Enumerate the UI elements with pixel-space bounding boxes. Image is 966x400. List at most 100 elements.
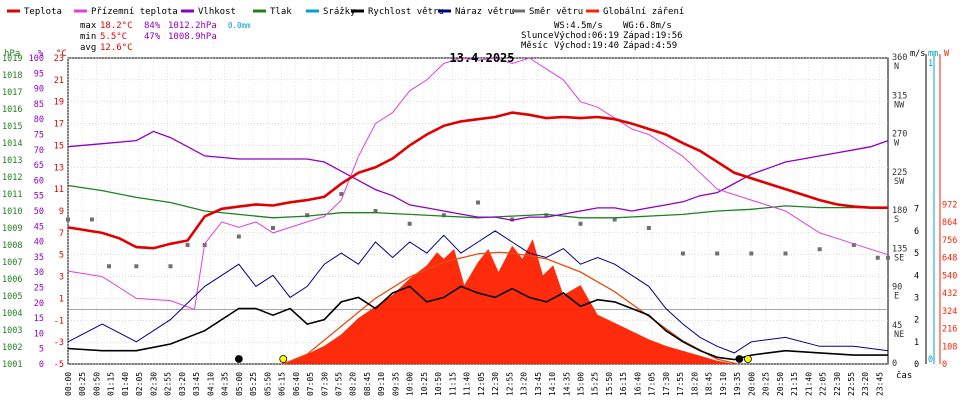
- wind-direction-point: [373, 209, 378, 213]
- wind-direction-point: [107, 264, 111, 269]
- chart-title: 13.4.2025: [449, 51, 514, 65]
- ms-tick-label: 5: [914, 249, 919, 259]
- legend-item-label: Srážky: [323, 7, 356, 17]
- moon-rise-info: Východ:19:40: [554, 41, 619, 51]
- wind-direction-point: [185, 243, 190, 247]
- time-tick-label: 12:30: [491, 372, 500, 396]
- time-tick-label: 14:10: [548, 372, 557, 396]
- hpa-tick-label: 1015: [2, 122, 22, 132]
- percent-tick-label: 25: [34, 284, 44, 294]
- stat-value: 84%: [144, 21, 161, 31]
- time-tick-label: 22:05: [819, 372, 828, 396]
- time-tick-label: 10:00: [406, 372, 415, 396]
- direction-tick-label: 180: [892, 206, 907, 216]
- hpa-tick-label: 1009: [2, 224, 22, 234]
- pressure-line: [67, 184, 888, 219]
- percent-tick-label: 95: [34, 69, 44, 79]
- celsius-tick-label: 13: [54, 163, 64, 173]
- celsius-tick-label: 11: [54, 185, 64, 195]
- legend-item-label: Tlak: [270, 7, 292, 17]
- hpa-tick-label: 1016: [2, 105, 22, 115]
- celsius-tick-label: 3: [59, 273, 64, 283]
- time-tick-label: 12:55: [505, 372, 514, 396]
- stat-value: 12.6°C: [100, 43, 133, 53]
- time-tick-label: 06:40: [292, 372, 301, 396]
- time-tick-label: 07:55: [334, 372, 343, 396]
- celsius-tick-label: 15: [54, 141, 64, 151]
- hpa-tick-label: 1011: [2, 190, 22, 200]
- wind-direction-point: [544, 213, 549, 218]
- hpa-tick-label: 1001: [2, 360, 22, 370]
- wind-direction-point: [236, 234, 241, 239]
- direction-compass-label: SW: [894, 177, 905, 187]
- wind-direction-point: [339, 192, 344, 196]
- direction-compass-label: S: [894, 215, 899, 225]
- sun-set-info: Západ:19:56: [623, 31, 683, 41]
- direction-compass-label: NW: [894, 100, 905, 110]
- time-tick-label: 13:20: [520, 372, 529, 396]
- ms-tick-label: 3: [914, 293, 919, 303]
- hpa-tick-label: 1013: [2, 156, 22, 166]
- percent-tick-label: 15: [34, 314, 44, 324]
- wind-direction-point: [441, 213, 446, 218]
- hpa-tick-label: 1008: [2, 241, 22, 251]
- percent-tick-label: 20: [34, 299, 44, 309]
- time-tick-label: 02:05: [135, 372, 144, 396]
- watt-tick-label: 324: [942, 307, 957, 317]
- time-tick-label: 11:15: [448, 372, 457, 396]
- hpa-tick-label: 1004: [2, 309, 22, 319]
- time-tick-label: 22:55: [847, 372, 856, 396]
- stat-value: min: [80, 32, 96, 42]
- time-tick-label: 17:55: [676, 372, 685, 396]
- ms-tick-label: 1: [914, 338, 919, 348]
- percent-tick-label: 85: [34, 100, 44, 110]
- time-tick-label: 02:30: [149, 372, 158, 396]
- sun-info-label: Slunce: [521, 31, 554, 41]
- time-tick-label: 20:25: [762, 372, 771, 396]
- hpa-tick-label: 1005: [2, 292, 22, 302]
- humidity-line: [67, 130, 889, 221]
- time-tick-label: 19:35: [733, 372, 742, 396]
- time-tick-label: 20:00: [747, 372, 756, 396]
- celsius-tick-label: -3: [54, 338, 64, 348]
- time-tick-label: 17:30: [662, 372, 671, 396]
- time-tick-label: 19:10: [719, 372, 728, 396]
- wind-direction-point: [271, 226, 275, 230]
- time-tick-label: 16:15: [619, 372, 628, 396]
- celsius-tick-label: 7: [59, 229, 64, 239]
- wind-direction-point: [715, 251, 720, 256]
- wind-speed-info: WS:4.5m/s: [554, 21, 603, 31]
- celsius-tick-label: 21: [54, 76, 64, 86]
- wind-direction-point: [476, 200, 480, 205]
- legend-item-label: Náraz větru: [455, 7, 515, 17]
- axes: -5-3-11357911131517192123051015202530354…: [2, 49, 957, 396]
- percent-tick-label: 90: [34, 85, 44, 95]
- time-tick-label: 08:45: [363, 372, 372, 396]
- ms-unit-label: m/s: [910, 49, 925, 59]
- hpa-tick-label: 1017: [2, 88, 22, 98]
- hpa-tick-label: 1002: [2, 343, 22, 353]
- time-tick-label: 09:35: [391, 372, 400, 396]
- time-tick-label: 20:50: [776, 372, 785, 396]
- watt-tick-label: 216: [942, 325, 957, 335]
- moon-info-label: Měsíc: [521, 41, 548, 51]
- legend-item-label: Vlhkost: [198, 7, 236, 17]
- ms-tick-label: 7: [914, 205, 919, 215]
- time-axis-label: čas: [896, 370, 912, 381]
- direction-compass-label: W: [894, 139, 900, 149]
- legend-item-label: Rychlost větru: [368, 7, 444, 17]
- stat-value: max: [80, 21, 97, 31]
- ms-tick-label: 6: [914, 227, 919, 237]
- time-tick-label: 00:50: [92, 372, 101, 396]
- time-tick-label: 15:50: [605, 372, 614, 396]
- time-tick-label: 11:40: [463, 372, 472, 396]
- time-tick-label: 21:40: [804, 372, 813, 396]
- celsius-tick-label: -1: [54, 316, 64, 326]
- wind-direction-point: [578, 221, 583, 226]
- wind-direction-point: [851, 243, 856, 247]
- watt-unit-label: W: [944, 49, 950, 59]
- celsius-tick-label: -5: [54, 360, 64, 370]
- time-tick-label: 07:05: [306, 372, 315, 396]
- percent-unit-label: %: [38, 49, 44, 59]
- wind-direction-point: [612, 217, 617, 222]
